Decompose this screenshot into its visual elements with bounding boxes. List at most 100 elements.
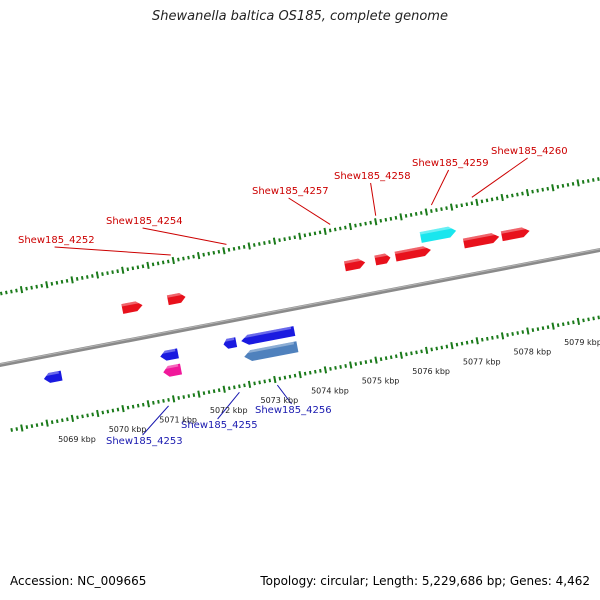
inner-track-tick [288,374,292,379]
outer-track-tick [70,276,74,284]
outer-track-tick [399,213,403,221]
outer-track-tick [30,285,33,290]
outer-track-tick [227,247,231,252]
inner-track-tick [81,414,84,419]
gene-arrow-shine [394,245,428,255]
outer-track-tick [177,257,180,262]
outer-track-tick [495,196,499,201]
inner-track-tick [379,357,383,362]
inner-track-tick [192,393,196,397]
inner-track-tick [541,326,545,331]
inner-track-tick [460,341,464,346]
outer-track-tick [384,217,388,222]
outer-track-tick [202,252,205,257]
outer-track-tick [161,260,165,265]
forward-label-leader [471,157,528,198]
outer-track-tick [136,265,140,270]
inner-track-tick [45,419,49,427]
outer-track-tick [116,269,119,274]
inner-track-tick [263,379,267,384]
inner-track-tick [60,418,64,423]
forward-gene-1 [166,292,186,306]
inner-track-tick [136,403,140,408]
gene-arrow [163,363,183,377]
outer-track-tick [258,242,261,246]
outer-track-tick [409,213,413,217]
outer-track-tick [50,281,54,286]
forward-gene-label: Shew185_4254 [106,216,183,227]
gene-arrow-shine [121,300,140,307]
outer-track-tick [571,181,575,186]
forward-gene-label: Shew185_4257 [252,186,329,197]
kbp-scale-label: 5073 kbp [260,396,298,405]
inner-track-tick [506,333,509,337]
outer-track-tick [121,266,125,274]
inner-track-tick [597,315,600,320]
outer-track-tick [19,285,24,294]
inner-track-tick [526,327,530,335]
outer-track-tick [449,203,454,211]
outer-track-tick [0,291,3,296]
inner-track-tick [121,404,125,413]
forward-gene-label: Shew185_4258 [334,171,411,182]
outer-track-tick [485,198,489,203]
gene-arrow [241,326,296,345]
outer-track-tick [35,284,39,289]
inner-track-tick [70,414,75,422]
forward-label-leader [54,246,171,256]
inner-track-tick [486,336,489,341]
outer-track-tick [192,254,195,259]
outer-track-tick [581,180,585,184]
outer-track-tick [101,272,104,276]
forward-label-leader [370,182,377,216]
gene-arrow [244,341,299,361]
inner-track-tick [349,361,353,369]
kbp-scale-label: 5071 kbp [159,415,197,424]
inner-track-tick [582,318,585,323]
length-text: Length: 5,229,686 bp; [372,574,507,588]
reverse-gene-label: Shew185_4255 [181,420,258,431]
inner-track-tick [182,395,186,399]
inner-track-tick [243,383,246,388]
outer-track-tick [414,212,418,216]
topology-text: Topology: circular; [260,574,369,588]
gene-arrow [419,226,457,243]
outer-track-tick [212,250,216,255]
inner-track-tick [106,409,110,414]
outer-track-tick [40,283,44,288]
inner-track-tick [273,375,277,384]
gene-arrow-shine [343,257,363,264]
gene-arrow-shine [374,253,389,259]
inner-track-tick [399,351,403,359]
outer-track-tick [187,255,190,260]
gene-arrow [166,292,186,306]
outer-track-tick [263,241,266,245]
inner-track-tick [217,388,221,393]
outer-track-tick [500,193,504,202]
inner-track-tick [546,325,550,330]
outer-track-tick [106,271,109,276]
inner-track-tick [354,362,358,366]
gene-arrow-shine [419,225,453,235]
inner-track-tick [445,344,449,349]
outer-track-tick [328,228,332,233]
inner-track-tick [323,366,328,374]
outer-track-tick [445,206,448,211]
inner-track-tick [116,407,120,412]
forward-gene-3 [374,253,391,266]
gene-arrow-shine [462,232,497,242]
kbp-scale: 5069 kbp 5070 kbp 5071 kbp 5072 kbp 5073 kbp… [58,338,600,444]
outer-track-tick [546,186,550,191]
outer-track-tick [344,225,347,230]
kbp-scale-label: 5074 kbp [311,386,349,395]
outer-track-tick [374,218,378,226]
inner-track-tick [339,365,342,369]
inner-track-tick [435,346,439,351]
outer-track-tick [541,187,545,192]
inner-track-tick [334,365,337,370]
kbp-scale-label: 5079 kbp [564,338,600,347]
inner-track-tick [394,354,398,359]
outer-track-tick [283,237,286,242]
inner-track-tick [253,381,256,386]
